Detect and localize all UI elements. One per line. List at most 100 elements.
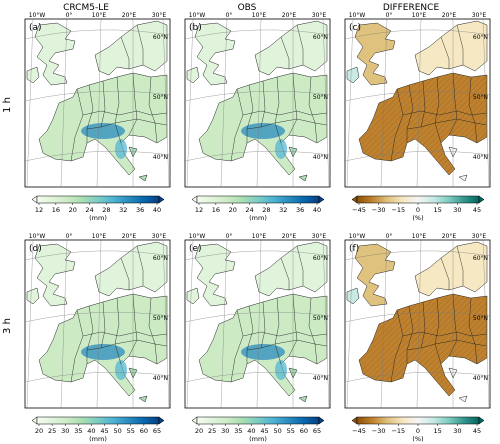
graticule-line: [345, 90, 490, 102]
lon-label: 10°E: [92, 12, 107, 19]
land-region: [346, 287, 360, 305]
colorbar-extend-low: [191, 195, 198, 204]
colorbar-unit: (%): [412, 214, 423, 222]
panel-label-c: (c): [349, 23, 361, 33]
colorbar-tick-label: 65: [313, 427, 321, 435]
land-region: [354, 243, 396, 307]
graticule-line: [380, 19, 388, 187]
land-region: [414, 241, 488, 297]
country-border: [246, 339, 328, 351]
lat-label: 60°N: [153, 255, 168, 262]
land-region: [94, 241, 168, 297]
country-border: [260, 80, 266, 128]
lat-label: 50°N: [313, 94, 328, 101]
colorbar-cb-3h-diff: −45 −30 −15 0 15 30 45 (%): [351, 416, 485, 443]
graticule-line: [346, 19, 354, 187]
colorbar-extend-low: [31, 195, 38, 204]
lat-label: 50°N: [313, 315, 328, 322]
country-border: [406, 305, 414, 364]
lon-label: 10°W: [349, 12, 366, 19]
colorbar-tick-label: −45: [352, 427, 366, 435]
country-border: [82, 331, 168, 337]
lon-label: 10°W: [189, 12, 206, 19]
lon-label: 10°E: [252, 233, 267, 240]
panel-label-b: (b): [189, 23, 202, 33]
country-border: [274, 76, 282, 144]
lat-label: 40°N: [313, 154, 328, 161]
alpine-precip-maximum: [81, 344, 125, 360]
colorbar-tick-label: 16: [52, 206, 60, 214]
colorbar-tick-label: 30: [453, 427, 461, 435]
land-region: [34, 243, 76, 307]
lon-label: 10°W: [349, 233, 366, 240]
country-border: [148, 76, 158, 144]
colorbar-extend-low: [351, 195, 358, 204]
lon-label: 20°E: [122, 12, 137, 19]
italy-precip-maximum: [275, 360, 287, 380]
colorbar-extend-high: [158, 416, 165, 425]
colorbar-tick-label: 24: [85, 206, 93, 214]
lon-label: 30°E: [152, 233, 167, 240]
colorbars: 12 16 20 24 28 32 36 40(mm)12 16 20 24 28 32 36 40(mm)…: [31, 195, 485, 443]
graticule-line: [26, 240, 34, 408]
colorbar-cb-1h-abs-1: 12 16 20 24 28 32 36 40 (mm): [191, 195, 325, 222]
lon-label: 0°: [386, 12, 393, 19]
country-border: [280, 257, 290, 290]
graticule-line: [185, 90, 330, 102]
colorbar-tick-label: 0: [416, 427, 420, 435]
colorbar-tick-label: 40: [247, 427, 255, 435]
colorbar-unit: (mm): [249, 435, 267, 443]
country-border: [230, 309, 244, 383]
country-border: [468, 76, 478, 144]
colorbar-tick-label: 32: [279, 206, 287, 214]
row-title-1h: 1 h: [2, 97, 13, 113]
country-border: [100, 301, 106, 349]
graticule-line: [345, 150, 490, 162]
graticule-line: [416, 19, 422, 187]
graticule-line: [256, 19, 262, 187]
graticule-line: [185, 311, 330, 323]
land-region: [254, 20, 328, 76]
colorbar-tick-label: 0: [416, 206, 420, 214]
country-border: [148, 297, 158, 365]
country-border: [456, 24, 464, 65]
land-region: [26, 287, 40, 305]
graticule-line: [60, 19, 68, 187]
lon-label: 0°: [66, 233, 73, 240]
lon-label: 0°: [66, 12, 73, 19]
alpine-precip-maximum: [81, 123, 125, 139]
graticule-line: [220, 240, 228, 408]
graticule-line: [25, 29, 170, 40]
italy-precip-maximum: [115, 360, 127, 380]
country-border: [70, 88, 84, 162]
graticule-line: [186, 19, 194, 187]
lat-label: 60°N: [313, 255, 328, 262]
lon-label: 20°E: [282, 233, 297, 240]
country-border: [120, 257, 130, 290]
colorbar-tick-label: 30: [61, 427, 69, 435]
lon-label: 10°W: [189, 233, 206, 240]
colorbar-ramp: [356, 195, 480, 204]
graticule-line: [162, 240, 170, 408]
graticule-line: [482, 240, 490, 408]
land-region: [34, 22, 76, 86]
country-border: [82, 110, 168, 116]
colorbar-ramp: [36, 195, 160, 204]
colorbar-tick-label: 15: [434, 427, 442, 435]
colorbar-ramp: [196, 195, 320, 204]
land-region: [94, 20, 168, 76]
land-region: [298, 395, 308, 403]
graticule-line: [26, 19, 34, 187]
lat-label: 40°N: [153, 154, 168, 161]
colorbar-tick-label: 50: [274, 427, 282, 435]
graticule-line: [96, 240, 102, 408]
country-border: [114, 297, 122, 365]
graticule-line: [185, 250, 330, 261]
country-border: [86, 118, 168, 130]
colorbar-cb-3h-abs-0: 20 25 30 35 40 45 50 55 60 65 (mm): [31, 416, 165, 443]
colorbar-tick-label: 40: [87, 427, 95, 435]
colorbar-unit: (%): [412, 435, 423, 443]
colorbar-ramp: [356, 416, 480, 425]
land-region: [138, 174, 148, 182]
land-region: [186, 66, 200, 84]
